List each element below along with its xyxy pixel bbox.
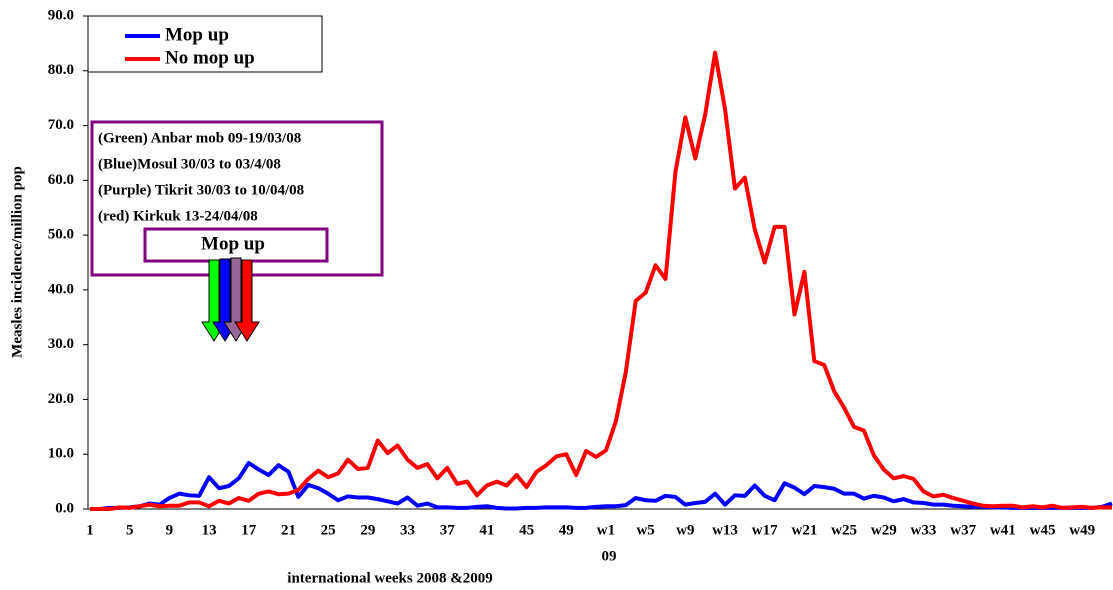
x-tick-label: 17 [241, 522, 257, 538]
mop-up-box-label: Mop up [201, 233, 265, 254]
y-tick-label: 40.0 [48, 281, 74, 297]
y-tick-label: 20.0 [48, 391, 74, 407]
y-tick-label: 10.0 [48, 446, 74, 462]
y-tick-label: 30.0 [48, 336, 74, 352]
x-tick-label: w9 [676, 522, 694, 538]
x-tick-label: w45 [1030, 522, 1056, 538]
x-tick-label: 13 [202, 522, 217, 538]
x-tick-label: 21 [281, 522, 296, 538]
legend-box [87, 15, 323, 73]
y-tick-label: 70.0 [48, 117, 74, 133]
y-axis-label: Measles incidence/million pop [9, 166, 25, 358]
x-tick-label: w17 [752, 522, 778, 538]
legend-label: No mop up [165, 47, 255, 68]
x-tick-label: w21 [791, 522, 817, 538]
y-tick-label: 80.0 [48, 62, 74, 78]
y-tick-label: 50.0 [48, 227, 74, 243]
annotation-line: (red) Kirkuk 13-24/04/08 [98, 208, 258, 224]
y-tick-label: 60.0 [48, 172, 74, 188]
legend-label: Mop up [165, 24, 229, 45]
data-line [90, 50, 1112, 511]
x-tick-label: w13 [712, 522, 738, 538]
data-line [90, 460, 1113, 511]
x-tick-label: w41 [990, 522, 1016, 538]
year-label: 09 [602, 548, 617, 564]
y-tick-label: 90.0 [48, 7, 74, 23]
annotation-line: (Green) Anbar mob 09-19/03/08 [98, 130, 301, 146]
x-tick-label: 33 [400, 522, 415, 538]
annotation-line: (Blue)Mosul 30/03 to 03/4/08 [98, 156, 281, 172]
x-tick-label: w33 [911, 522, 937, 538]
arrow [234, 259, 260, 342]
annotation-line: (Purple) Tikrit 30/03 to 10/04/08 [98, 182, 304, 198]
x-tick-label: 37 [440, 522, 456, 538]
x-tick-label: w49 [1069, 522, 1095, 538]
y-tick-label: 0.0 [55, 500, 74, 516]
x-tick-label: 49 [559, 522, 574, 538]
x-tick-label: 9 [166, 522, 174, 538]
x-tick-label: 25 [321, 522, 336, 538]
x-tick-label: w25 [831, 522, 857, 538]
x-tick-label: 41 [479, 522, 494, 538]
x-tick-label: w5 [636, 522, 654, 538]
x-tick-label: 1 [86, 522, 94, 538]
x-tick-label: w1 [597, 522, 615, 538]
x-tick-label: w29 [871, 522, 897, 538]
x-tick-label: 45 [519, 522, 534, 538]
x-tick-label: w37 [950, 522, 976, 538]
x-tick-label: 5 [126, 522, 134, 538]
x-tick-label: 29 [360, 522, 375, 538]
x-axis-label: international weeks 2008 &2009 [287, 570, 492, 586]
